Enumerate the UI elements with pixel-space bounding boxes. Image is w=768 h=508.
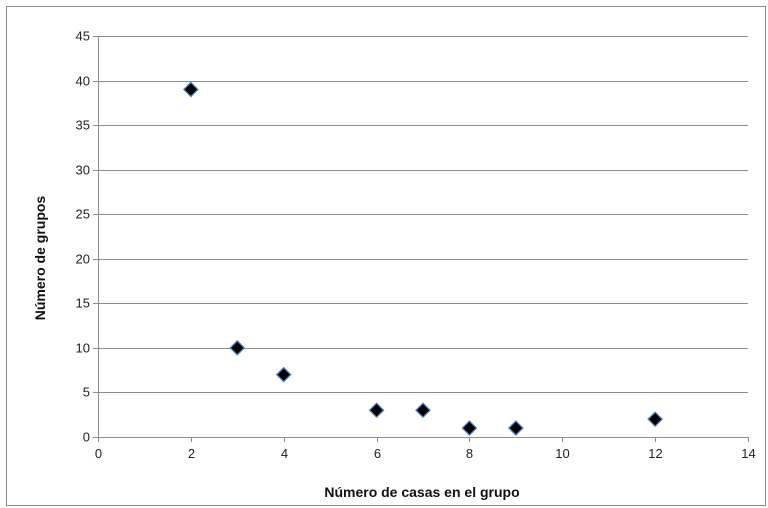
data-point-diamond <box>462 421 476 435</box>
data-point-diamond <box>277 368 291 382</box>
data-point-diamond <box>648 412 662 426</box>
x-axis-title: Número de casas en el grupo <box>324 484 519 500</box>
data-point-diamond <box>509 421 523 435</box>
y-tick-labels: 0 5 10 15 20 25 30 35 40 45 <box>76 29 90 445</box>
y-tick-label: 45 <box>76 29 90 44</box>
y-tick-label: 20 <box>76 252 90 267</box>
y-tick-label: 35 <box>76 118 90 133</box>
data-points <box>184 82 662 435</box>
data-point-diamond <box>370 403 384 417</box>
y-tick-label: 0 <box>83 430 90 445</box>
data-point-diamond <box>230 341 244 355</box>
x-tick-label: 8 <box>466 446 473 461</box>
y-tick-label: 5 <box>83 385 90 400</box>
x-tick-label: 12 <box>648 446 662 461</box>
data-point-diamond <box>184 82 198 96</box>
x-tick-label: 14 <box>741 446 755 461</box>
y-tick-label: 40 <box>76 74 90 89</box>
y-axis-title: Número de grupos <box>32 196 48 321</box>
x-tick-label: 2 <box>188 446 195 461</box>
data-point-diamond <box>416 403 430 417</box>
y-tick-label: 30 <box>76 163 90 178</box>
y-tick-label: 25 <box>76 207 90 222</box>
y-tick-label: 15 <box>76 296 90 311</box>
x-tick-label: 0 <box>95 446 102 461</box>
x-tick-label: 4 <box>281 446 288 461</box>
x-tick-label: 6 <box>374 446 381 461</box>
y-tick-label: 10 <box>76 341 90 356</box>
x-tick-labels: 0 2 4 6 8 10 12 14 <box>95 446 756 461</box>
x-tick-label: 10 <box>555 446 569 461</box>
